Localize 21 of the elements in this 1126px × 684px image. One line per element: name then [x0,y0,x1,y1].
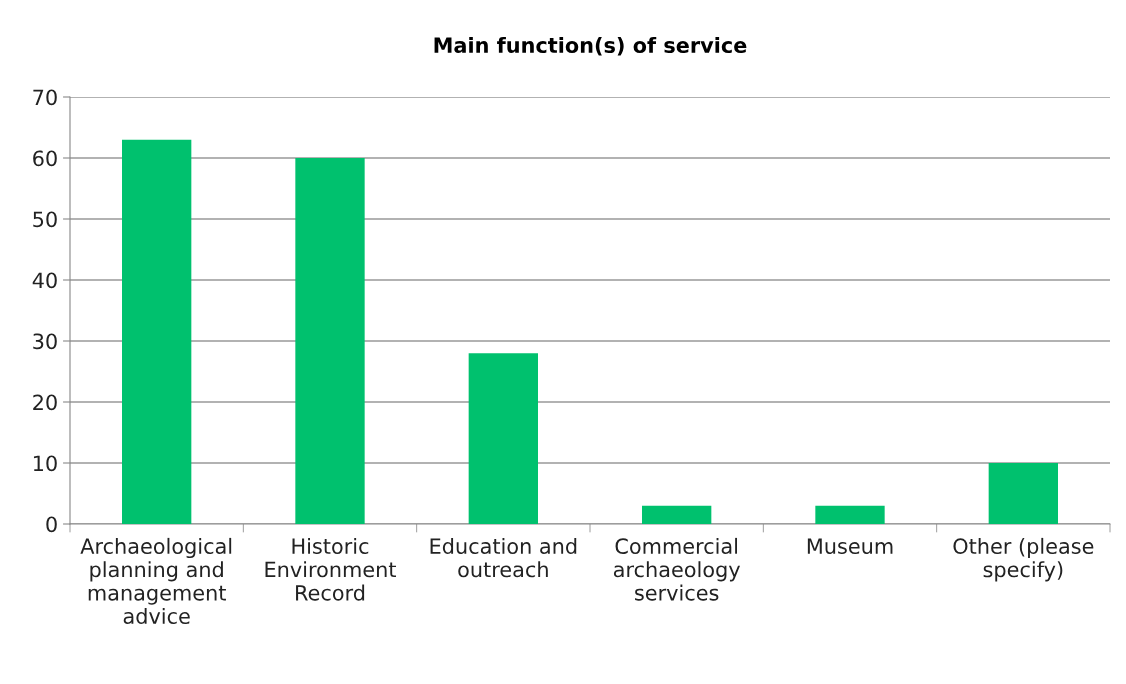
y-tick-label: 70 [33,89,57,106]
chart-title: Main function(s) of service [434,36,747,56]
y-tick-label: 20 [33,394,57,411]
y-tick-label: 30 [33,333,57,350]
bar [642,505,712,524]
bar [295,158,365,524]
x-tick-label: Archaeological planning and management advice [80,537,232,624]
bar [815,505,885,524]
bar [122,139,192,524]
y-tick-label: 50 [33,211,57,228]
x-tick-label: Historic Environment Record [265,537,397,601]
y-tick-label: 60 [33,150,57,167]
y-tick-label: 40 [32,272,57,289]
y-tick-label: 0 [46,516,57,533]
bar [468,353,538,524]
y-tick-label: 10 [33,455,57,472]
x-tick-label: Museum [807,538,893,555]
x-tick-label: Education and outreach [430,537,577,578]
bar [988,463,1058,524]
x-tick-label: Other (please specify) [953,537,1094,582]
x-tick-label: Commercial archaeology services [613,537,741,601]
